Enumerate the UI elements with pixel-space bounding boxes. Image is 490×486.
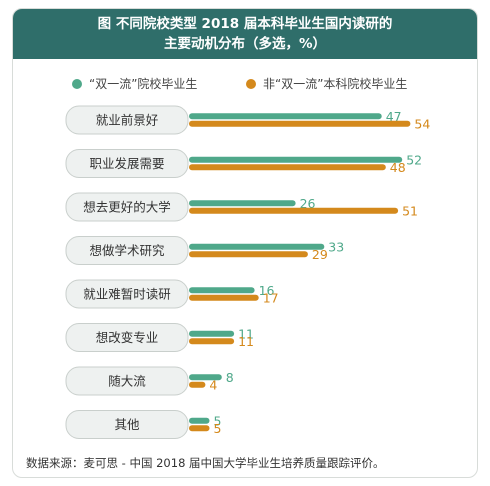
category-label: 想去更好的大学 — [83, 200, 171, 215]
data-label: 16 — [259, 283, 275, 298]
legend-label-series2: 非“双一流”本科院校毕业生 — [263, 77, 408, 91]
category-label-box — [65, 279, 189, 309]
legend-swatch-series1 — [72, 78, 82, 89]
bar — [189, 164, 386, 171]
bar — [189, 251, 308, 258]
category-label-box — [65, 366, 189, 396]
legend-label-series1: “双一流”院校毕业生 — [89, 77, 198, 91]
category-label-box — [65, 323, 189, 352]
category-label: 想改变专业 — [96, 330, 159, 345]
bar — [189, 287, 255, 294]
category-label-box — [65, 236, 189, 265]
bar — [189, 381, 206, 388]
data-label: 26 — [300, 196, 316, 211]
bar — [189, 120, 411, 127]
data-label: 4 — [209, 377, 217, 392]
bar — [189, 156, 403, 163]
data-label: 17 — [263, 290, 279, 305]
bar — [189, 330, 235, 337]
data-label: 8 — [226, 370, 234, 385]
data-label: 29 — [312, 247, 328, 262]
data-label: 11 — [238, 326, 254, 341]
bar — [189, 374, 222, 381]
data-label: 5 — [214, 421, 222, 436]
category-label-box — [65, 105, 189, 135]
category-label: 随大流 — [108, 374, 146, 389]
data-label: 51 — [402, 203, 418, 218]
bar — [189, 417, 210, 424]
data-label: 52 — [406, 152, 422, 167]
bar — [189, 338, 235, 345]
category-label: 就业难暂时读研 — [83, 287, 171, 302]
data-label: 5 — [214, 413, 222, 428]
category-label-box — [65, 410, 189, 439]
bar — [189, 243, 325, 250]
bar — [189, 294, 259, 301]
data-label: 47 — [386, 109, 402, 124]
data-label: 11 — [238, 334, 254, 349]
bar — [189, 113, 382, 120]
legend-item-series2: 非“双一流”本科院校毕业生 — [246, 75, 407, 92]
category-label: 想做学术研究 — [89, 243, 165, 258]
data-label: 54 — [414, 116, 430, 131]
bar — [189, 207, 399, 214]
legend-swatch-series2 — [246, 78, 256, 89]
chart-header: 图 不同院校类型 2018 届本科毕业生国内读研的 主要动机分布（多选，%） — [13, 9, 477, 59]
bar — [189, 425, 210, 432]
category-label-box — [65, 149, 189, 178]
chart-title-line2: 主要动机分布（多选，%） — [163, 36, 327, 52]
data-label: 48 — [390, 160, 406, 175]
bar — [189, 200, 296, 207]
data-label: 33 — [328, 239, 344, 254]
category-label-box — [65, 192, 189, 222]
category-label: 职业发展需要 — [89, 156, 164, 171]
data-source-note: 数据来源：麦可思 - 中国 2018 届中国大学毕业生培养质量跟踪评价。 — [26, 456, 385, 470]
category-label: 就业前景好 — [96, 113, 159, 128]
category-label: 其他 — [114, 417, 140, 432]
legend-item-series1: “双一流”院校毕业生 — [72, 75, 197, 92]
chart-title-line1: 图 不同院校类型 2018 届本科毕业生国内读研的 — [97, 16, 393, 32]
